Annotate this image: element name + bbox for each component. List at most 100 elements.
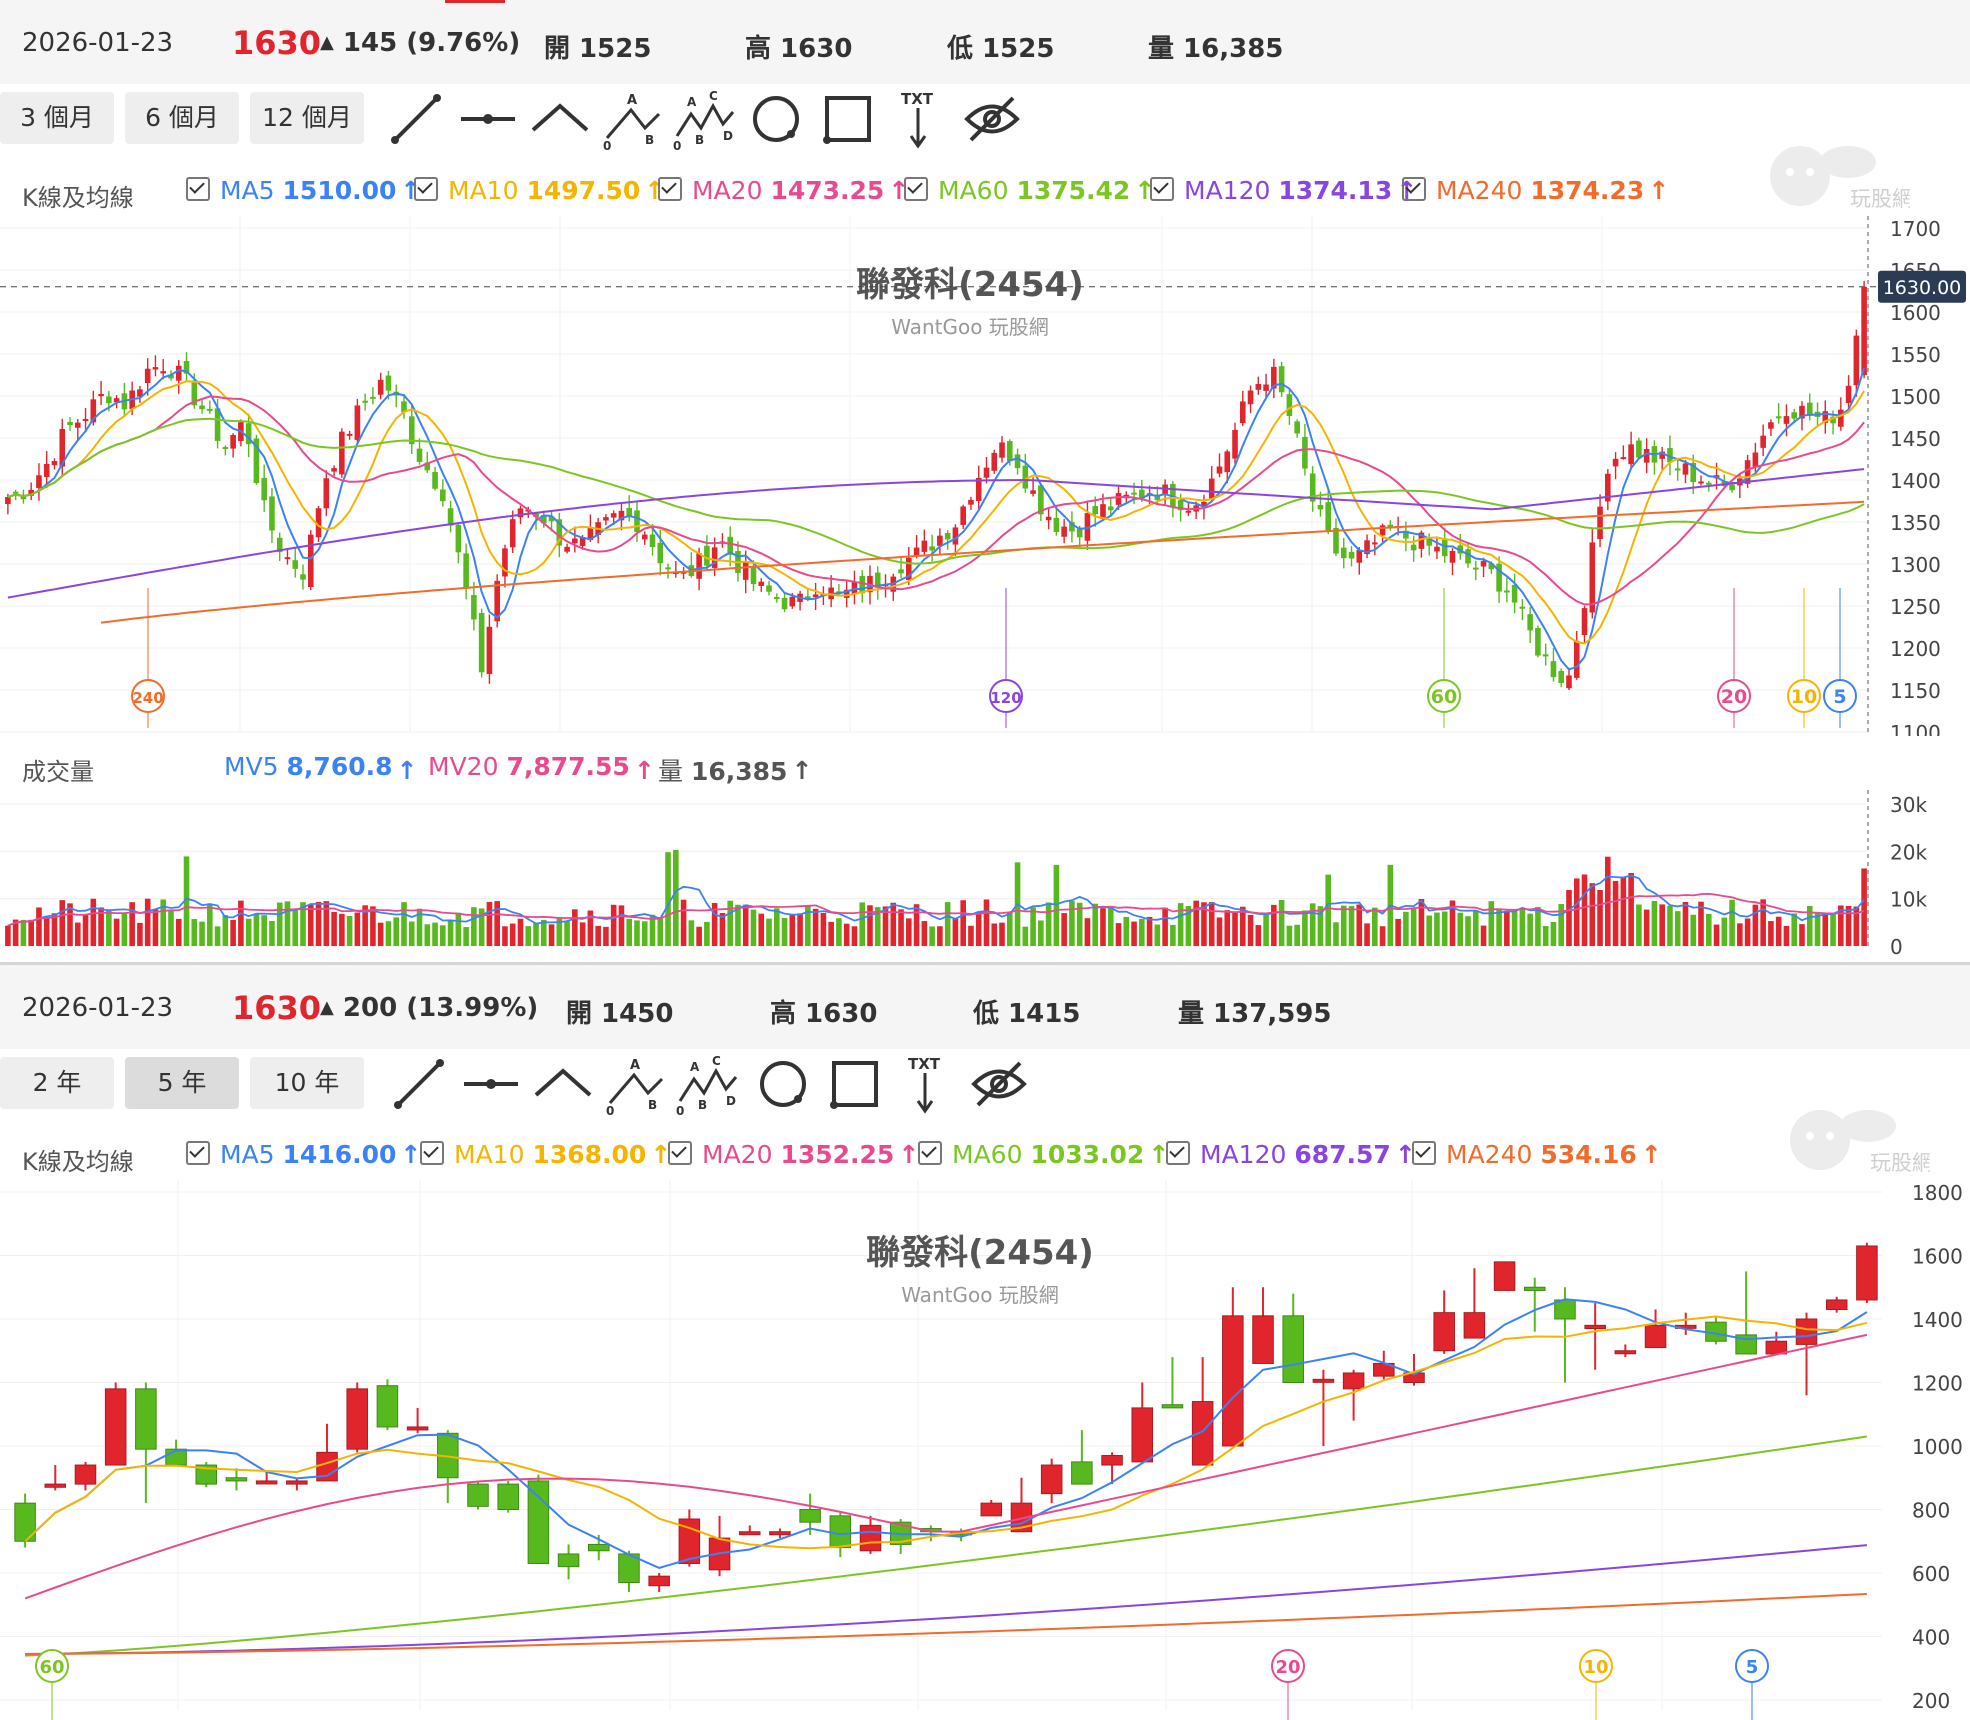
candle-body	[152, 367, 159, 370]
candle-body	[1092, 506, 1099, 515]
candle-body	[1131, 1407, 1154, 1463]
ma240-toggle[interactable]: MA240 534.16 ↑	[1412, 1140, 1662, 1169]
up-arrow-icon: ↑	[400, 1140, 422, 1169]
price-chart-5y[interactable]: 200 400 600 800 1000 1200 1400 1600 1800 聯發科(2454…	[0, 1180, 1970, 1720]
xabcd-pattern-tool-icon[interactable]: CA 0 B D	[673, 88, 735, 150]
volume-bar	[906, 918, 912, 946]
ma120-toggle[interactable]: MA120 1374.13 ↑	[1150, 176, 1417, 205]
volume-bar	[43, 915, 50, 946]
checkbox-icon[interactable]	[1166, 1141, 1190, 1165]
candle-body	[440, 489, 446, 502]
range-12m-button[interactable]: 12 個月	[250, 92, 364, 144]
volume-bar	[696, 926, 702, 946]
horizontal-line-tool-icon[interactable]	[460, 1053, 522, 1115]
ma60-toggle[interactable]: MA60 1375.42 ↑	[904, 176, 1155, 205]
checkbox-icon[interactable]	[658, 177, 682, 201]
candle-body	[1061, 526, 1067, 537]
checkbox-icon[interactable]	[186, 177, 210, 201]
candle-body	[1356, 549, 1363, 563]
checkbox-icon[interactable]	[668, 1141, 692, 1165]
ma10-toggle[interactable]: MA10 1368.00 ↑	[420, 1140, 671, 1169]
ma-legend-5y: K線及均線 MA5 1416.00 ↑ MA10 1368.00 ↑ MA20 13…	[0, 1134, 1970, 1178]
candle-body	[1705, 482, 1712, 485]
ma-badge-label: 240	[132, 689, 163, 707]
circle-tool-icon[interactable]	[745, 88, 807, 150]
range-3m-button[interactable]: 3 個月	[0, 92, 114, 144]
volume-chart-3m[interactable]: 0 10k 20k 30k	[0, 790, 1970, 960]
candle-body	[1433, 1312, 1455, 1352]
hide-drawings-icon[interactable]	[961, 88, 1023, 150]
candle-body	[195, 1464, 218, 1485]
ma240-toggle[interactable]: MA240 1374.23 ↑	[1402, 176, 1669, 205]
candle-body	[1084, 513, 1091, 541]
candle-body	[261, 477, 267, 501]
range-6m-button[interactable]: 6 個月	[125, 92, 239, 144]
logo-text: 玩股網	[1870, 1151, 1930, 1175]
ma20-line	[24, 1333, 1868, 1600]
volume-bar	[129, 902, 135, 946]
ma10-toggle[interactable]: MA10 1497.50 ↑	[414, 176, 665, 205]
range-5y-button[interactable]: 5 年	[125, 1057, 239, 1109]
vol-label: 量	[658, 757, 684, 786]
polyline-tool-icon[interactable]	[532, 1053, 594, 1115]
candle-body	[1504, 590, 1510, 593]
candle-body	[494, 580, 500, 622]
line-tool-icon[interactable]	[385, 88, 447, 150]
polyline-tool-icon[interactable]	[529, 88, 591, 150]
rectangle-tool-icon[interactable]	[817, 88, 879, 150]
line-tool-icon[interactable]	[388, 1053, 450, 1115]
checkbox-icon[interactable]	[904, 177, 928, 201]
checkbox-icon[interactable]	[420, 1141, 444, 1165]
candle-body	[1071, 1461, 1093, 1485]
checkbox-icon[interactable]	[414, 177, 438, 201]
ma20-toggle[interactable]: MA20 1352.25 ↑	[668, 1140, 919, 1169]
checkbox-icon[interactable]	[918, 1141, 942, 1165]
volume-bar	[820, 912, 827, 946]
volume-bar	[1643, 909, 1650, 946]
candle-body	[1294, 421, 1300, 434]
ma120-toggle[interactable]: MA120 687.57 ↑	[1166, 1140, 1416, 1169]
ma-legend-3m: K線及均線 MA5 1510.00 ↑ MA10 1497.50 ↑ MA20 14…	[0, 170, 1970, 214]
volume-bar	[238, 900, 244, 946]
range-10y-button[interactable]: 10 年	[250, 1057, 364, 1109]
text-tool-icon[interactable]: TXT	[889, 88, 951, 150]
candle-body	[1131, 492, 1137, 495]
ma5-toggle[interactable]: MA5 1510.00 ↑	[186, 176, 421, 205]
y-tick-label: 1450	[1890, 427, 1941, 451]
candle-body	[416, 448, 423, 462]
text-tool-icon[interactable]: TXT	[896, 1053, 958, 1115]
volume-bar	[711, 903, 718, 946]
rectangle-tool-icon[interactable]	[824, 1053, 886, 1115]
volume-bar	[121, 912, 128, 946]
abc-pattern-tool-icon[interactable]: A 0 B	[604, 1053, 666, 1115]
candle-body	[1519, 606, 1526, 609]
volume-bar	[1084, 918, 1091, 946]
abc-pattern-tool-icon[interactable]: A 0 B	[601, 88, 663, 150]
ma-value: 1374.23	[1530, 176, 1645, 205]
candle-body	[929, 546, 935, 551]
xabcd-pattern-tool-icon[interactable]: CA 0 B D	[676, 1053, 738, 1115]
checkbox-icon[interactable]	[186, 1141, 210, 1165]
volume-bar	[1511, 911, 1518, 946]
checkbox-icon[interactable]	[1402, 177, 1426, 201]
range-2y-button[interactable]: 2 年	[0, 1057, 114, 1109]
price-chart-3m[interactable]: 1100 1150 1200 1250 1300 1350 1400 1450 1500 1550…	[0, 216, 1970, 736]
volume-bar	[346, 915, 353, 946]
candle-body	[1480, 561, 1487, 567]
checkbox-icon[interactable]	[1150, 177, 1174, 201]
ma20-toggle[interactable]: MA20 1473.25 ↑	[658, 176, 909, 205]
candle-body	[106, 396, 112, 404]
horizontal-line-tool-icon[interactable]	[457, 88, 519, 150]
hide-drawings-icon[interactable]	[968, 1053, 1030, 1115]
candle-body	[1418, 532, 1425, 549]
y-tick-label: 1700	[1890, 217, 1941, 241]
volume-bar	[579, 922, 586, 946]
ma60-toggle[interactable]: MA60 1033.02 ↑	[918, 1140, 1169, 1169]
circle-tool-icon[interactable]	[752, 1053, 814, 1115]
ma5-toggle[interactable]: MA5 1416.00 ↑	[186, 1140, 421, 1169]
candle-body	[377, 379, 384, 395]
checkbox-icon[interactable]	[1412, 1141, 1436, 1165]
candle-body	[1856, 1245, 1878, 1301]
candle-body	[471, 595, 477, 620]
